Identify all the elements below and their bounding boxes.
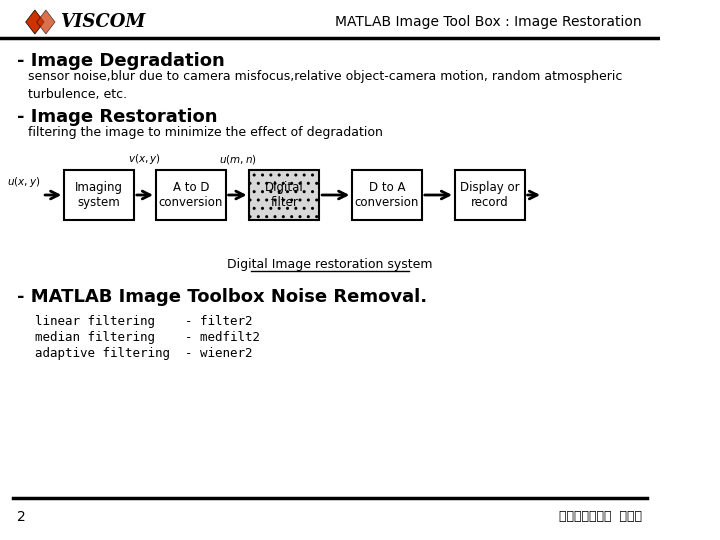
Text: MATLAB Image Tool Box : Image Restoration: MATLAB Image Tool Box : Image Restoratio… (336, 15, 642, 29)
Polygon shape (26, 10, 44, 34)
Bar (249, 170, 319, 220)
Text: filtering the image to minimize the effect of degradation: filtering the image to minimize the effe… (27, 126, 382, 139)
Text: VISCOM: VISCOM (60, 13, 145, 31)
Text: D to A
conversion: D to A conversion (355, 181, 419, 209)
Text: linear filtering    - filter2: linear filtering - filter2 (35, 315, 252, 328)
Text: $u(x,y)$: $u(x,y)$ (7, 175, 40, 189)
Text: adaptive filtering  - wiener2: adaptive filtering - wiener2 (35, 347, 252, 360)
Text: $v(x,y)$: $v(x,y)$ (128, 152, 161, 166)
Text: Imaging
system: Imaging system (75, 181, 123, 209)
Text: $u(m,n)$: $u(m,n)$ (219, 153, 256, 166)
Text: 2: 2 (17, 510, 25, 524)
Text: Digital Image restoration system: Digital Image restoration system (228, 258, 433, 271)
Text: A to D
conversion: A to D conversion (158, 181, 223, 209)
Polygon shape (37, 10, 55, 34)
Text: median filtering    - medfilt2: median filtering - medfilt2 (35, 331, 260, 344)
Text: - MATLAB Image Toolbox Noise Removal.: - MATLAB Image Toolbox Noise Removal. (17, 288, 427, 306)
Text: Digital
filter: Digital filter (265, 181, 304, 209)
Text: sensor noise,blur due to camera misfocus,relative object-camera motion, random a: sensor noise,blur due to camera misfocus… (27, 70, 622, 101)
Bar (455, 170, 525, 220)
Text: - Image Restoration: - Image Restoration (17, 108, 217, 126)
Bar (64, 170, 134, 220)
Text: Display or
record: Display or record (460, 181, 520, 209)
Text: 영상통신연구실  한재혁: 영상통신연구실 한재혁 (559, 510, 642, 523)
Text: - Image Degradation: - Image Degradation (17, 52, 224, 70)
Bar (352, 170, 422, 220)
Bar (156, 170, 225, 220)
